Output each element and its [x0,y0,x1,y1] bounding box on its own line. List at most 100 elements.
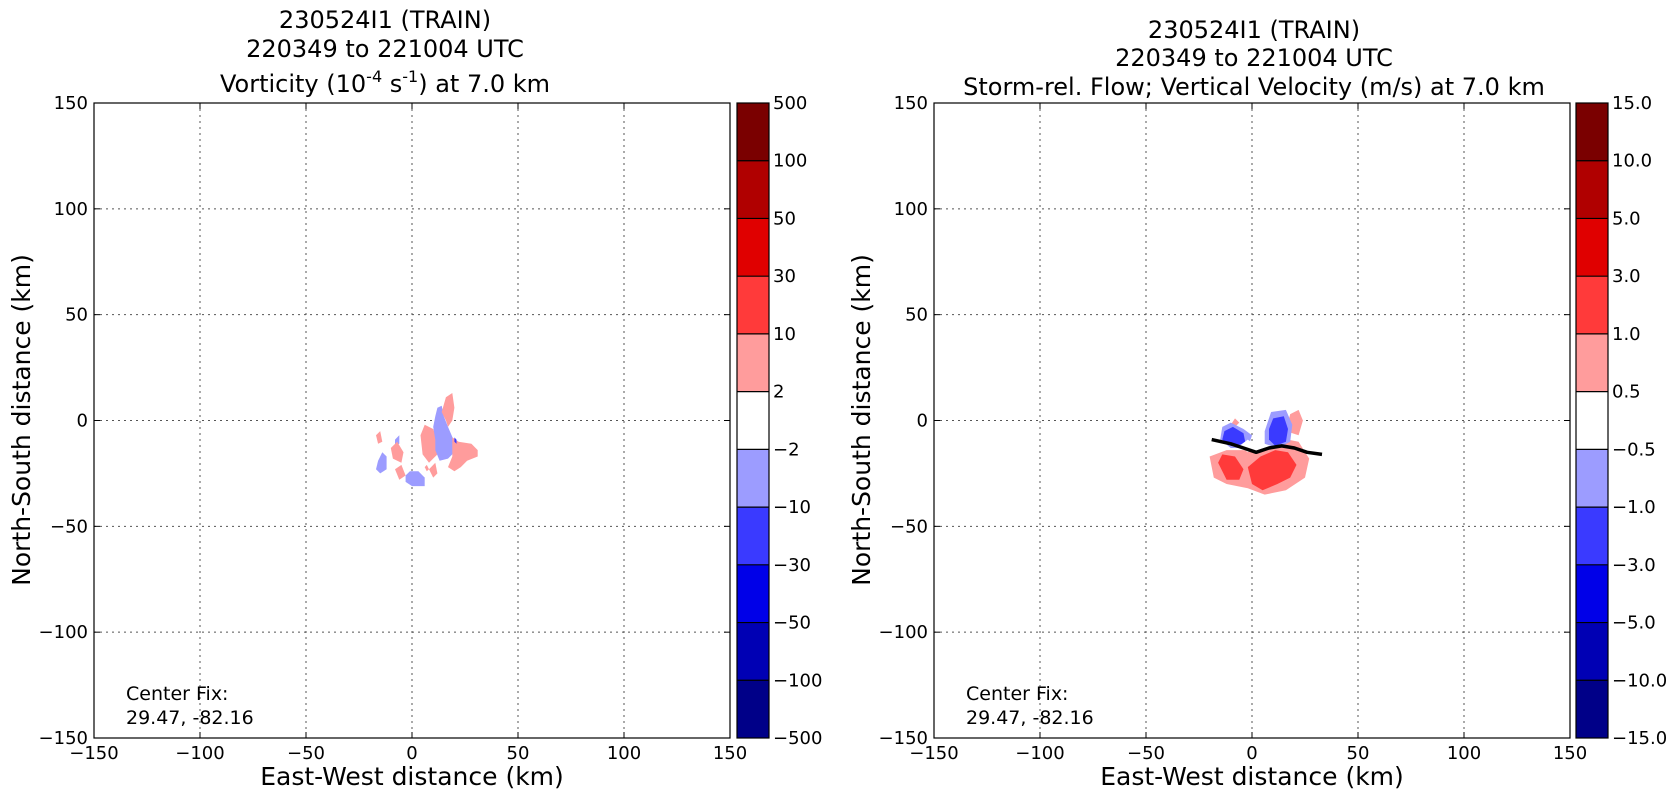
colorbar-segment [737,333,769,392]
x-axis-label: East-West distance (km) [1100,762,1404,791]
contour-region [405,471,425,487]
y-tick-label: 0 [77,411,88,432]
colorbar-label: −3.0 [1612,555,1656,576]
colorbar-label: 5.0 [1612,208,1641,229]
title-line-2: 220349 to 221004 UTC [246,35,524,63]
colorbar-segment [1576,160,1608,219]
colorbar-segment [1576,564,1608,623]
x-tick-label: 0 [406,743,417,764]
colorbar-segment [737,276,769,334]
storm-relative-streamline [1211,437,1323,457]
colorbar-segment [1576,449,1608,508]
colorbar-label: 2 [773,382,784,403]
y-tick-label: 0 [917,411,928,432]
center-fix-value: 29.47, -82.16 [966,707,1094,729]
y-tick-label: −50 [890,516,928,537]
colorbar-frame [736,102,770,739]
colorbar-label: −10 [773,497,811,518]
y-tick-label: −100 [879,622,928,643]
colorbar-label: −2 [773,439,800,460]
colorbar-label: 50 [773,208,796,229]
contour-region [1222,426,1246,446]
contour-region [376,431,383,444]
contour-region [454,437,457,444]
colorbar-label: −500 [773,728,822,749]
ticks: −150 −100 −50 0 50 100 150 −150 −100 −50 0 50 100 150 [879,93,1588,764]
center-fix-label: Center Fix: [126,683,228,705]
colorbar-segment [737,449,769,508]
colorbar-segment [737,103,769,161]
colorbar-segment [1576,391,1608,450]
contour-region [429,462,438,478]
colorbar-label: 3.0 [1612,266,1641,287]
contour-region [448,437,478,472]
contour-region [1239,439,1257,453]
colorbar-segment [1576,276,1608,334]
x-tick-label: −100 [175,743,224,764]
colorbar-frame [1575,102,1609,739]
colorbar-segment [737,391,769,450]
x-tick-label: −100 [1015,743,1064,764]
colorbar-label: −30 [773,555,811,576]
contour-region [1247,450,1297,491]
title-main: Vorticity (10-4 s-1) at 7.0 km [220,67,550,98]
x-tick-label: −50 [287,743,325,764]
colorbar-segment [737,507,769,565]
x-tick-label: 150 [713,743,747,764]
colorbar-segment [1576,507,1608,565]
colorbar-label: −5.0 [1612,613,1656,634]
contour-region [395,464,406,480]
colorbar-label: 10.0 [1612,151,1652,172]
title-main: Storm-rel. Flow; Vertical Velocity (m/s)… [963,73,1545,101]
colorbar-label: 10 [773,324,796,345]
colorbar-segment [737,218,769,277]
x-tick-label: −50 [1127,743,1165,764]
title-prefix: Vorticity (10 [220,70,366,98]
title-line-2: 220349 to 221004 UTC [1115,44,1393,72]
colorbar: 500 100 50 30 10 2 −2 −10 −30 −50 −100 −500 [736,93,822,749]
y-tick-label: 50 [65,305,88,326]
contour-region [1269,416,1288,446]
colorbar-segment [1576,622,1608,681]
grid [94,103,730,738]
x-tick-label: 100 [1447,743,1481,764]
y-tick-label: −100 [39,622,88,643]
y-tick-label: 100 [894,199,928,220]
colorbar-label: 100 [773,151,807,172]
center-fix-label: Center Fix: [966,683,1068,705]
data-layer [376,393,478,487]
vorticity-panel: 230524I1 (TRAIN) 220349 to 221004 UTC Vo… [7,6,822,791]
colorbar-label: −100 [773,670,822,691]
contour-region [441,393,455,427]
y-tick-label: −50 [50,516,88,537]
colorbar-segment [1576,333,1608,392]
colorbar-segment [1576,103,1608,161]
x-tick-label: 0 [1246,743,1257,764]
colorbar-label: −0.5 [1612,439,1656,460]
y-tick-label: 150 [894,93,928,114]
colorbar-label: −50 [773,613,811,634]
x-tick-label: 50 [1347,743,1370,764]
colorbar-label: −10.0 [1612,670,1667,691]
ticks: −150 −100 −50 0 50 100 150 −150 −100 −50 0 50 100 150 [39,93,748,764]
x-axis-label: East-West distance (km) [260,762,564,791]
colorbar-segment [737,622,769,681]
contour-region [433,405,455,461]
x-tick-label: 100 [607,743,641,764]
title-line-1: 230524I1 (TRAIN) [279,6,491,34]
contour-region [420,424,438,463]
contour-region [390,441,404,463]
colorbar: 15.0 10.0 5.0 3.0 1.0 0.5 −0.5 −1.0 −3.0 −5.0 −10.… [1575,93,1667,749]
data-layer [1209,409,1323,495]
x-tick-label: 50 [507,743,530,764]
colorbar-segment [1576,218,1608,277]
title-line-1: 230524I1 (TRAIN) [1148,16,1360,44]
y-tick-label: 100 [54,199,88,220]
title-sup-2: -1 [402,67,418,86]
y-tick-label: 150 [54,93,88,114]
colorbar-label: −1.0 [1612,497,1656,518]
x-tick-label: −150 [909,743,958,764]
y-tick-label: −150 [879,728,928,749]
colorbar-label: 500 [773,93,807,114]
colorbar-label: 30 [773,266,796,287]
